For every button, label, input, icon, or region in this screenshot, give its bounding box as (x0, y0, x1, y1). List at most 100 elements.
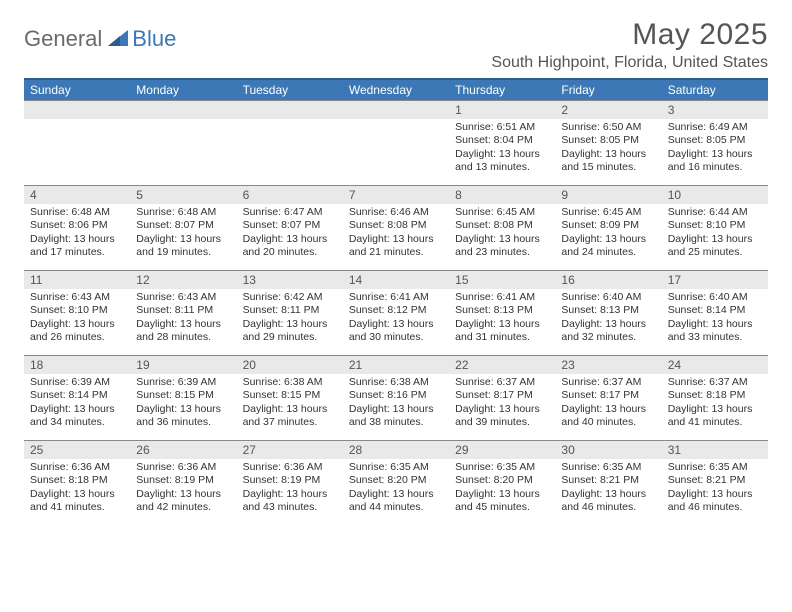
calendar: SundayMondayTuesdayWednesdayThursdayFrid… (24, 78, 768, 525)
day-number: 24 (662, 356, 768, 374)
day-cell: 11Sunrise: 6:43 AMSunset: 8:10 PMDayligh… (24, 271, 130, 355)
day-body: Sunrise: 6:51 AMSunset: 8:04 PMDaylight:… (449, 119, 555, 179)
day-cell: 22Sunrise: 6:37 AMSunset: 8:17 PMDayligh… (449, 356, 555, 440)
day-body: Sunrise: 6:37 AMSunset: 8:17 PMDaylight:… (449, 374, 555, 434)
day-cell: 13Sunrise: 6:42 AMSunset: 8:11 PMDayligh… (237, 271, 343, 355)
day-cell: 16Sunrise: 6:40 AMSunset: 8:13 PMDayligh… (555, 271, 661, 355)
day-cell (130, 101, 236, 185)
logo-text-blue: Blue (132, 26, 176, 52)
day-cell: 23Sunrise: 6:37 AMSunset: 8:17 PMDayligh… (555, 356, 661, 440)
day-body: Sunrise: 6:36 AMSunset: 8:19 PMDaylight:… (130, 459, 236, 519)
day-cell: 5Sunrise: 6:48 AMSunset: 8:07 PMDaylight… (130, 186, 236, 270)
day-cell: 15Sunrise: 6:41 AMSunset: 8:13 PMDayligh… (449, 271, 555, 355)
day-cell: 18Sunrise: 6:39 AMSunset: 8:14 PMDayligh… (24, 356, 130, 440)
day-body: Sunrise: 6:48 AMSunset: 8:06 PMDaylight:… (24, 204, 130, 264)
day-number: 3 (662, 101, 768, 119)
day-number: 25 (24, 441, 130, 459)
header: General Blue May 2025 South Highpoint, F… (24, 18, 768, 72)
day-number (24, 101, 130, 119)
day-body: Sunrise: 6:35 AMSunset: 8:20 PMDaylight:… (343, 459, 449, 519)
day-number: 22 (449, 356, 555, 374)
day-cell (24, 101, 130, 185)
day-body: Sunrise: 6:43 AMSunset: 8:11 PMDaylight:… (130, 289, 236, 349)
day-number: 4 (24, 186, 130, 204)
day-number: 14 (343, 271, 449, 289)
day-number: 16 (555, 271, 661, 289)
day-cell (237, 101, 343, 185)
day-body: Sunrise: 6:37 AMSunset: 8:18 PMDaylight:… (662, 374, 768, 434)
day-body: Sunrise: 6:45 AMSunset: 8:09 PMDaylight:… (555, 204, 661, 264)
day-cell: 30Sunrise: 6:35 AMSunset: 8:21 PMDayligh… (555, 441, 661, 525)
week-row: 18Sunrise: 6:39 AMSunset: 8:14 PMDayligh… (24, 355, 768, 440)
day-header: Wednesday (343, 80, 449, 100)
day-body: Sunrise: 6:41 AMSunset: 8:13 PMDaylight:… (449, 289, 555, 349)
day-cell: 21Sunrise: 6:38 AMSunset: 8:16 PMDayligh… (343, 356, 449, 440)
day-number: 17 (662, 271, 768, 289)
day-cell: 31Sunrise: 6:35 AMSunset: 8:21 PMDayligh… (662, 441, 768, 525)
day-body: Sunrise: 6:41 AMSunset: 8:12 PMDaylight:… (343, 289, 449, 349)
day-header: Monday (130, 80, 236, 100)
day-cell: 20Sunrise: 6:38 AMSunset: 8:15 PMDayligh… (237, 356, 343, 440)
day-number: 8 (449, 186, 555, 204)
day-number: 6 (237, 186, 343, 204)
day-number: 21 (343, 356, 449, 374)
day-cell: 1Sunrise: 6:51 AMSunset: 8:04 PMDaylight… (449, 101, 555, 185)
weeks-container: 1Sunrise: 6:51 AMSunset: 8:04 PMDaylight… (24, 100, 768, 525)
day-cell: 8Sunrise: 6:45 AMSunset: 8:08 PMDaylight… (449, 186, 555, 270)
day-body: Sunrise: 6:35 AMSunset: 8:20 PMDaylight:… (449, 459, 555, 519)
day-number: 2 (555, 101, 661, 119)
day-cell: 28Sunrise: 6:35 AMSunset: 8:20 PMDayligh… (343, 441, 449, 525)
day-body: Sunrise: 6:35 AMSunset: 8:21 PMDaylight:… (662, 459, 768, 519)
week-row: 1Sunrise: 6:51 AMSunset: 8:04 PMDaylight… (24, 100, 768, 185)
day-number (130, 101, 236, 119)
day-body: Sunrise: 6:45 AMSunset: 8:08 PMDaylight:… (449, 204, 555, 264)
day-body: Sunrise: 6:37 AMSunset: 8:17 PMDaylight:… (555, 374, 661, 434)
day-cell: 24Sunrise: 6:37 AMSunset: 8:18 PMDayligh… (662, 356, 768, 440)
day-body: Sunrise: 6:38 AMSunset: 8:16 PMDaylight:… (343, 374, 449, 434)
day-number: 12 (130, 271, 236, 289)
day-number (343, 101, 449, 119)
day-cell: 7Sunrise: 6:46 AMSunset: 8:08 PMDaylight… (343, 186, 449, 270)
month-title: May 2025 (491, 18, 768, 52)
day-header: Friday (555, 80, 661, 100)
day-cell: 14Sunrise: 6:41 AMSunset: 8:12 PMDayligh… (343, 271, 449, 355)
day-body: Sunrise: 6:39 AMSunset: 8:15 PMDaylight:… (130, 374, 236, 434)
day-number: 27 (237, 441, 343, 459)
logo: General Blue (24, 26, 176, 52)
day-body: Sunrise: 6:43 AMSunset: 8:10 PMDaylight:… (24, 289, 130, 349)
day-cell: 29Sunrise: 6:35 AMSunset: 8:20 PMDayligh… (449, 441, 555, 525)
day-cell: 9Sunrise: 6:45 AMSunset: 8:09 PMDaylight… (555, 186, 661, 270)
title-block: May 2025 South Highpoint, Florida, Unite… (491, 18, 768, 72)
day-number: 23 (555, 356, 661, 374)
day-number: 13 (237, 271, 343, 289)
day-cell: 6Sunrise: 6:47 AMSunset: 8:07 PMDaylight… (237, 186, 343, 270)
day-cell: 26Sunrise: 6:36 AMSunset: 8:19 PMDayligh… (130, 441, 236, 525)
day-body: Sunrise: 6:48 AMSunset: 8:07 PMDaylight:… (130, 204, 236, 264)
week-row: 11Sunrise: 6:43 AMSunset: 8:10 PMDayligh… (24, 270, 768, 355)
day-body: Sunrise: 6:36 AMSunset: 8:19 PMDaylight:… (237, 459, 343, 519)
day-number: 31 (662, 441, 768, 459)
day-body: Sunrise: 6:46 AMSunset: 8:08 PMDaylight:… (343, 204, 449, 264)
day-cell: 25Sunrise: 6:36 AMSunset: 8:18 PMDayligh… (24, 441, 130, 525)
day-header-row: SundayMondayTuesdayWednesdayThursdayFrid… (24, 78, 768, 100)
day-header: Thursday (449, 80, 555, 100)
day-body: Sunrise: 6:40 AMSunset: 8:13 PMDaylight:… (555, 289, 661, 349)
day-cell (343, 101, 449, 185)
day-body: Sunrise: 6:38 AMSunset: 8:15 PMDaylight:… (237, 374, 343, 434)
day-body: Sunrise: 6:36 AMSunset: 8:18 PMDaylight:… (24, 459, 130, 519)
day-number: 7 (343, 186, 449, 204)
location: South Highpoint, Florida, United States (491, 54, 768, 72)
day-number (237, 101, 343, 119)
day-body: Sunrise: 6:39 AMSunset: 8:14 PMDaylight:… (24, 374, 130, 434)
day-body: Sunrise: 6:40 AMSunset: 8:14 PMDaylight:… (662, 289, 768, 349)
day-cell: 17Sunrise: 6:40 AMSunset: 8:14 PMDayligh… (662, 271, 768, 355)
day-cell: 4Sunrise: 6:48 AMSunset: 8:06 PMDaylight… (24, 186, 130, 270)
day-header: Tuesday (237, 80, 343, 100)
day-number: 15 (449, 271, 555, 289)
day-number: 9 (555, 186, 661, 204)
day-number: 10 (662, 186, 768, 204)
week-row: 25Sunrise: 6:36 AMSunset: 8:18 PMDayligh… (24, 440, 768, 525)
week-row: 4Sunrise: 6:48 AMSunset: 8:06 PMDaylight… (24, 185, 768, 270)
day-body: Sunrise: 6:35 AMSunset: 8:21 PMDaylight:… (555, 459, 661, 519)
day-number: 11 (24, 271, 130, 289)
